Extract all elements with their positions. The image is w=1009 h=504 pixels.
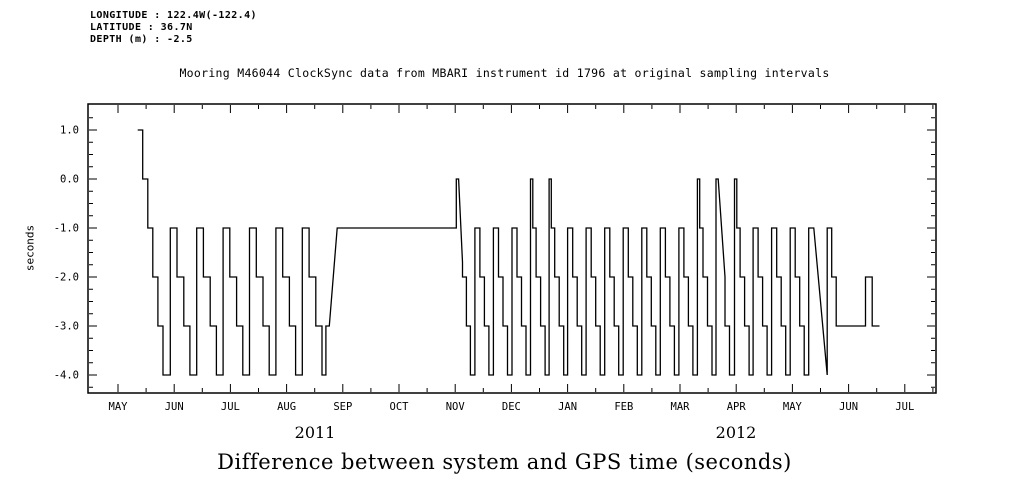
clocksync-series — [137, 129, 880, 376]
longitude-text: LONGITUDE : 122.4W(-122.4) — [90, 10, 257, 21]
figure-caption: Difference between system and GPS time (… — [217, 450, 792, 474]
y-axis-label: seconds — [23, 224, 37, 272]
depth-text: DEPTH (m) : -2.5 — [90, 34, 193, 45]
x-tick-label: JAN — [558, 401, 577, 413]
x-tick-label: FEB — [614, 401, 633, 413]
location-info: LONGITUDE : 122.4W(-122.4) LATITUDE : 36… — [90, 10, 257, 46]
x-tick-label: JUN — [165, 401, 184, 413]
y-tick-label: -2.0 — [54, 272, 79, 284]
x-tick-label: MAR — [671, 401, 691, 413]
x-tick-label: OCT — [390, 401, 410, 413]
x-tick-label: MAY — [109, 401, 129, 413]
x-tick-label: NOV — [446, 401, 466, 413]
x-tick-label: JUN — [839, 401, 858, 413]
latitude-text: LATITUDE : 36.7N — [90, 22, 193, 33]
year-label-2011: 2011 — [294, 423, 336, 442]
plot-box — [87, 103, 937, 394]
x-tick-label: AUG — [277, 401, 296, 413]
y-tick-label: -1.0 — [54, 223, 79, 235]
y-tick-label: -3.0 — [54, 321, 79, 333]
year-label-2012: 2012 — [715, 423, 757, 442]
x-tick-label: JUL — [895, 401, 914, 413]
y-tick-label: 1.0 — [60, 125, 79, 137]
x-tick-label: DEC — [502, 401, 521, 413]
y-tick-label: 0.0 — [60, 174, 79, 186]
x-tick-label: MAY — [783, 401, 803, 413]
x-tick-label: APR — [727, 401, 747, 413]
y-tick-label: -4.0 — [54, 370, 79, 382]
plot-title: Mooring M46044 ClockSync data from MBARI… — [179, 66, 830, 80]
x-tick-label: JUL — [221, 401, 240, 413]
x-tick-label: SEP — [333, 401, 352, 413]
